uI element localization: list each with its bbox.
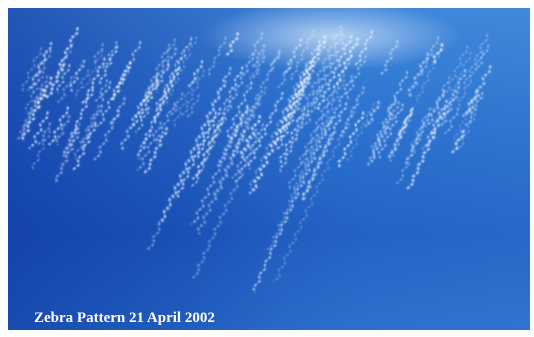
page: Zebra Pattern 21 April 2002 (() => { con… <box>0 0 534 337</box>
caption: Zebra Pattern 21 April 2002 <box>34 310 215 326</box>
image: Zebra Pattern 21 April 2002 <box>0 0 534 337</box>
